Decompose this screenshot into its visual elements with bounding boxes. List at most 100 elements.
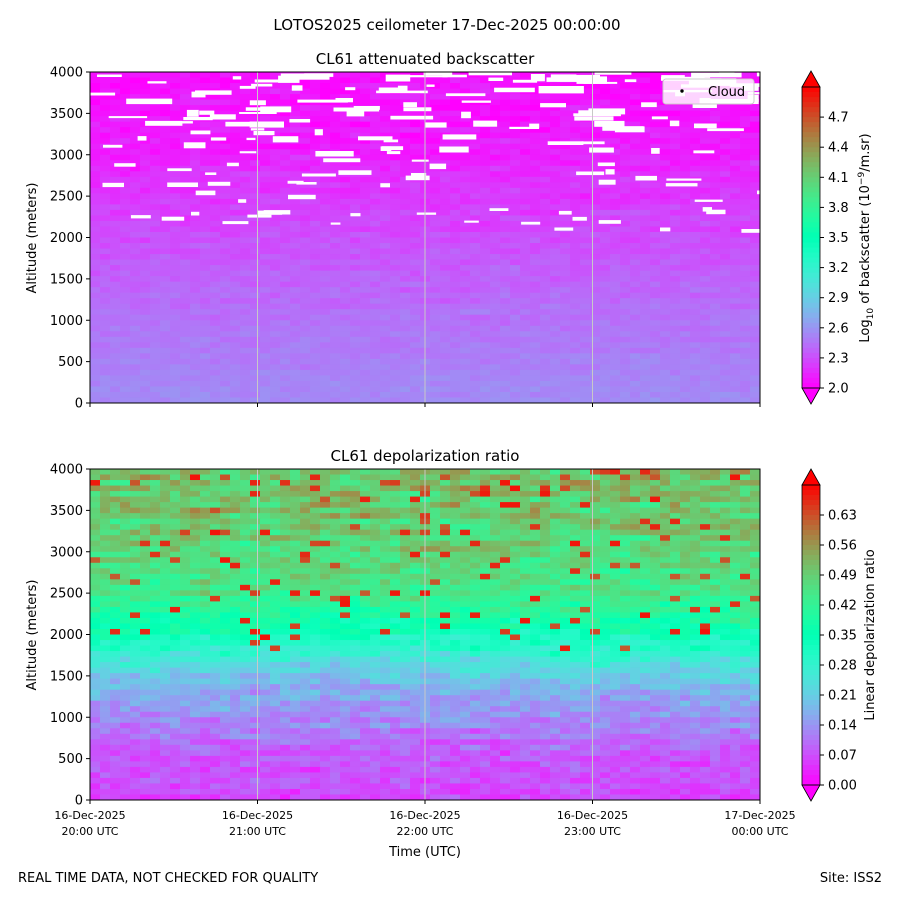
heatmap-cell <box>210 502 221 509</box>
cloud-mask-patch <box>442 134 477 140</box>
heatmap-cell <box>150 303 161 310</box>
heatmap-cell <box>610 303 621 310</box>
heatmap-cell <box>610 270 621 277</box>
heatmap-cell <box>340 469 351 476</box>
heatmap-cell <box>640 83 651 90</box>
heatmap-cell <box>560 99 571 106</box>
heatmap-cell <box>700 342 711 349</box>
heatmap-cell <box>320 248 331 255</box>
heatmap-cell <box>500 276 511 283</box>
heatmap-cell <box>230 474 241 481</box>
heatmap-cell <box>430 176 441 183</box>
heatmap-cell <box>450 231 461 239</box>
cloud-mask-patch <box>338 170 372 175</box>
heatmap-cell <box>270 132 281 139</box>
heatmap-cell <box>690 259 701 266</box>
heatmap-cell <box>430 325 441 332</box>
heatmap-cell <box>400 391 411 399</box>
heatmap-cell <box>480 143 491 150</box>
heatmap-cell <box>140 353 151 360</box>
heatmap-cell <box>340 231 351 239</box>
heatmap-cell <box>670 209 681 217</box>
heatmap-cell <box>580 237 591 244</box>
heatmap-cell <box>390 276 401 283</box>
heatmap-cell <box>590 248 601 255</box>
heatmap-cell <box>520 292 531 299</box>
heatmap-cell <box>520 303 531 310</box>
heatmap-cell <box>110 496 121 503</box>
heatmap-cell <box>400 127 411 134</box>
cloud-mask-patch <box>468 72 512 76</box>
heatmap-cell <box>180 193 191 200</box>
heatmap-cell <box>480 386 491 393</box>
heatmap-cell <box>220 287 231 294</box>
heatmap-cell <box>590 502 601 509</box>
heatmap-cell <box>650 171 661 178</box>
heatmap-cell <box>260 270 271 277</box>
heatmap-cell <box>530 513 541 520</box>
heatmap-cell <box>390 254 401 261</box>
heatmap-cell <box>290 265 301 272</box>
heatmap-cell <box>160 292 171 299</box>
heatmap-cell <box>690 220 701 228</box>
heatmap-cell <box>550 364 561 371</box>
heatmap-cell <box>750 513 760 520</box>
heatmap-cell <box>440 353 451 360</box>
heatmap-cell <box>440 502 451 509</box>
heatmap-cell <box>320 397 331 403</box>
heatmap-cell <box>200 138 211 145</box>
heatmap-cell <box>430 254 441 261</box>
heatmap-cell <box>460 309 471 316</box>
heatmap-cell <box>720 491 731 498</box>
heatmap-cell <box>730 237 741 244</box>
heatmap-cell <box>130 474 141 481</box>
heatmap-cell <box>570 386 581 393</box>
heatmap-cell <box>510 485 521 492</box>
heatmap-cell <box>310 513 321 520</box>
heatmap-cell <box>370 149 381 156</box>
heatmap-cell <box>610 369 621 377</box>
heatmap-cell <box>630 243 641 250</box>
heatmap-cell <box>190 491 201 498</box>
heatmap-cell <box>540 314 551 321</box>
heatmap-cell <box>570 160 581 167</box>
heatmap-cell <box>720 132 731 139</box>
heatmap-cell <box>310 94 321 101</box>
heatmap-cell <box>160 502 171 509</box>
heatmap-cell <box>750 474 760 481</box>
heatmap-cell <box>310 138 321 145</box>
heatmap-cell <box>670 298 681 305</box>
heatmap-cell <box>100 386 111 393</box>
heatmap-cell <box>120 116 131 123</box>
heatmap-cell <box>290 513 301 520</box>
cloud-mask-patch <box>167 182 198 187</box>
heatmap-cell <box>270 292 281 299</box>
heatmap-cell <box>470 265 481 272</box>
heatmap-cell <box>370 375 381 382</box>
heatmap-cell <box>300 182 311 189</box>
heatmap-cell <box>380 364 391 371</box>
heatmap-cell <box>390 386 401 393</box>
colorbar-segment <box>802 142 820 148</box>
heatmap-cell <box>650 347 661 354</box>
heatmap-cell <box>640 270 651 277</box>
heatmap-cell <box>300 375 311 382</box>
heatmap-cell <box>180 364 191 371</box>
heatmap-cell <box>590 138 601 145</box>
heatmap-cell <box>700 215 711 222</box>
heatmap-cell <box>200 314 211 321</box>
heatmap-cell <box>250 485 261 492</box>
heatmap-cell <box>580 375 591 382</box>
heatmap-cell <box>670 160 681 167</box>
heatmap-cell <box>430 287 441 294</box>
heatmap-cell <box>490 259 501 266</box>
heatmap-cell <box>670 375 681 382</box>
heatmap-cell <box>750 231 760 239</box>
heatmap-cell <box>140 364 151 371</box>
heatmap-cell <box>350 391 361 399</box>
heatmap-cell <box>260 149 271 156</box>
heatmap-cell <box>90 77 101 84</box>
heatmap-cell <box>440 507 451 514</box>
heatmap-cell <box>190 347 201 354</box>
heatmap-cell <box>570 237 581 244</box>
